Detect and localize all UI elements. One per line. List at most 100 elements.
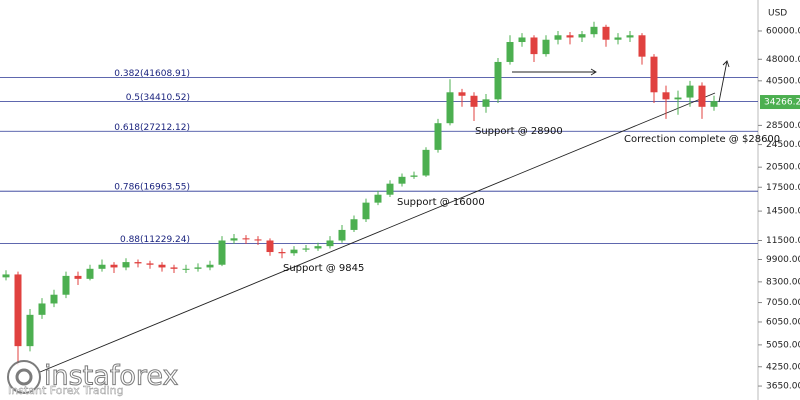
arrows xyxy=(512,60,730,103)
candle-body xyxy=(254,239,262,241)
candle-body xyxy=(386,183,394,195)
candle-body xyxy=(26,314,34,347)
arrow-head xyxy=(590,68,597,76)
candle-body xyxy=(350,219,358,230)
fib-label: 0.382(41608.91) xyxy=(114,69,190,79)
y-tick-label: 6050.00 xyxy=(766,317,800,327)
y-tick-label: 40500.00 xyxy=(766,76,800,86)
candle-body xyxy=(578,34,586,38)
y-tick-label: 5050.00 xyxy=(766,340,800,350)
candle-body xyxy=(542,39,550,55)
y-tick-label: 48000.00 xyxy=(766,55,800,65)
candle-body xyxy=(458,92,466,96)
candle-body xyxy=(314,246,322,249)
y-tick-label: 3650.00 xyxy=(766,382,800,392)
y-tick-label: 4250.00 xyxy=(766,362,800,372)
brand: instaforex xyxy=(44,361,178,392)
trend-line xyxy=(39,92,716,373)
candle-body xyxy=(434,123,442,150)
candle-body xyxy=(14,274,22,347)
candle-body xyxy=(626,35,634,38)
candle-body xyxy=(614,37,622,40)
candle-body xyxy=(230,238,238,241)
candle-body xyxy=(422,149,430,176)
fib-levels: 0.382(41608.91) 0.5(34410.52) 0.618(27212.… xyxy=(0,69,758,245)
logo xyxy=(15,368,33,386)
candle-body xyxy=(50,294,58,304)
candle-body xyxy=(338,229,346,241)
y-tick-label: 14500.00 xyxy=(766,207,800,217)
watermark: instaforex Instant Forex Trading xyxy=(7,360,179,397)
candle-body xyxy=(362,202,370,220)
annotation: Support @ 16000 xyxy=(397,197,485,208)
y-tick-label: 9900.00 xyxy=(766,255,800,265)
y-tick-label: 24500.00 xyxy=(766,140,800,150)
candle-body xyxy=(38,303,46,315)
fib-label: 0.5(34410.52) xyxy=(126,93,190,103)
candle-body xyxy=(290,249,298,254)
candle-body xyxy=(374,194,382,203)
candle-body xyxy=(482,99,490,107)
candle-body xyxy=(506,42,514,62)
candle-body xyxy=(74,275,82,279)
candle-body xyxy=(278,252,286,254)
arrow xyxy=(718,60,728,103)
arrow-head xyxy=(722,60,730,68)
candle-body xyxy=(326,240,334,247)
candle-body xyxy=(686,85,694,98)
logo xyxy=(7,360,41,394)
candle-body xyxy=(62,275,70,295)
candle-body xyxy=(158,264,166,268)
candles xyxy=(2,21,718,366)
candle-body xyxy=(110,264,118,268)
y-tick-label: 28500.00 xyxy=(766,121,800,131)
y-tick-label: 60000.00 xyxy=(766,26,800,36)
candle-body xyxy=(674,97,682,100)
annotation: Support @ 9845 xyxy=(283,263,364,274)
y-tick-label: 8300.00 xyxy=(766,277,800,287)
candle-body xyxy=(122,262,130,268)
y-tick-label: 17500.00 xyxy=(766,183,800,193)
candle-body xyxy=(446,92,454,124)
candle-body xyxy=(590,26,598,35)
annotation: Support @ 28900 xyxy=(475,126,563,137)
candle-body xyxy=(698,85,706,107)
candle-body xyxy=(266,240,274,253)
candle-body xyxy=(518,37,526,43)
candle-body xyxy=(182,268,190,270)
candle-body xyxy=(650,56,658,93)
candle-body xyxy=(146,263,154,265)
last-price-label: 34266.25 xyxy=(764,98,800,108)
candle-body xyxy=(398,176,406,184)
candle-body xyxy=(302,248,310,250)
candle-body xyxy=(194,267,202,269)
candle-body xyxy=(470,95,478,107)
candle-body xyxy=(218,240,226,265)
candle-body xyxy=(134,262,142,264)
candle-body xyxy=(566,35,574,38)
candle-body xyxy=(86,268,94,279)
candle-body xyxy=(638,35,646,57)
annotation: Correction complete @ $28600 xyxy=(624,134,780,145)
fib-label: 0.786(16963.55) xyxy=(114,183,190,193)
candle-body xyxy=(242,238,250,240)
fib-label: 0.618(27212.12) xyxy=(114,123,190,133)
candle-body xyxy=(410,175,418,177)
candle-body xyxy=(170,267,178,269)
candle-body xyxy=(662,92,670,100)
y-tick-label: 11500.00 xyxy=(766,236,800,246)
candle-body xyxy=(494,61,502,100)
y-axis-unit: USD xyxy=(768,9,787,19)
tagline: Instant Forex Trading xyxy=(8,384,124,397)
last-price-box xyxy=(760,95,800,110)
candle-body xyxy=(206,264,214,268)
y-tick-label: 7050.00 xyxy=(766,298,800,308)
candle-body xyxy=(2,274,10,278)
candle-body xyxy=(98,264,106,269)
candle-body xyxy=(554,35,562,40)
y-tick-label: 20500.00 xyxy=(766,163,800,173)
candle-body xyxy=(602,26,610,40)
fib-label: 0.88(11229.24) xyxy=(120,235,190,245)
